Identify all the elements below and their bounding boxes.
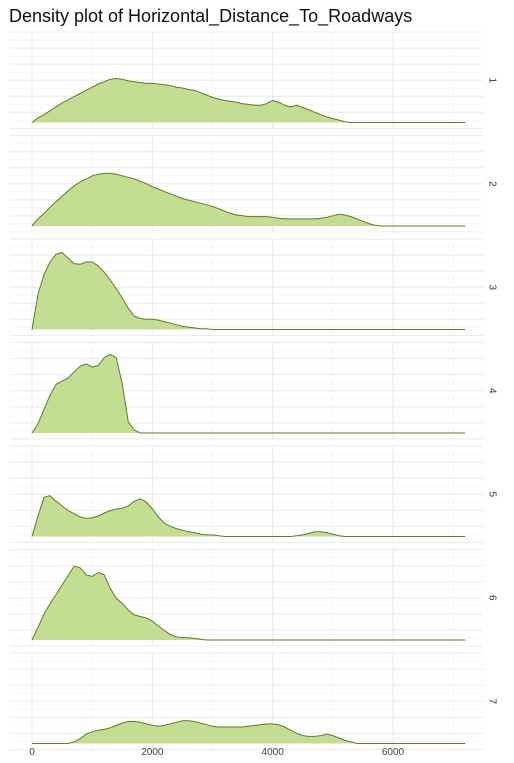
x-tick-label: 2000 bbox=[141, 747, 164, 758]
x-tick-label: 6000 bbox=[382, 747, 405, 758]
density-area-1 bbox=[32, 78, 466, 123]
density-line-3 bbox=[31, 252, 466, 330]
density-area-6 bbox=[32, 566, 466, 640]
x-tick-label: 4000 bbox=[262, 747, 285, 758]
facet-label-1: 1 bbox=[486, 77, 497, 83]
facet-label-2: 2 bbox=[486, 181, 497, 187]
density-area-2 bbox=[32, 173, 466, 226]
density-line-4 bbox=[31, 353, 466, 434]
density-line-7 bbox=[32, 720, 466, 744]
facet-label-6: 6 bbox=[486, 595, 497, 601]
x-tick-label: 0 bbox=[29, 747, 35, 758]
density-line-5 bbox=[31, 495, 466, 537]
density-area-3 bbox=[32, 252, 466, 330]
facet-label-3: 3 bbox=[486, 284, 497, 290]
facet-label-4: 4 bbox=[486, 388, 497, 394]
facet-label-5: 5 bbox=[486, 491, 497, 497]
density-area-7 bbox=[32, 720, 466, 744]
density-area-5 bbox=[32, 495, 466, 537]
chart-title: Density plot of Horizontal_Distance_To_R… bbox=[9, 6, 413, 26]
density-line-1 bbox=[31, 77, 466, 123]
density-line-2 bbox=[31, 172, 466, 227]
density-area-4 bbox=[32, 354, 466, 433]
facet-label-7: 7 bbox=[486, 698, 497, 704]
density-line-6 bbox=[31, 565, 466, 641]
